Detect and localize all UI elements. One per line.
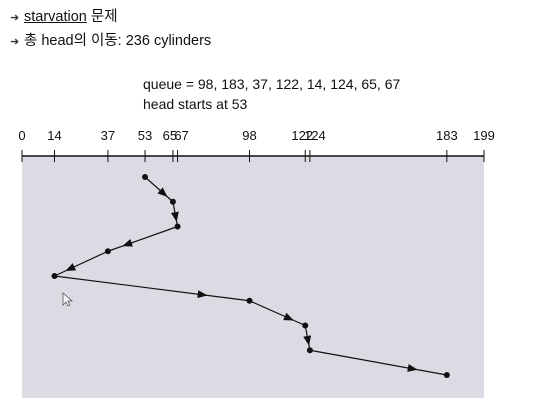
bullet-starvation: ➜ starvation 문제 (10, 8, 118, 27)
tick-label-0: 0 (18, 128, 25, 143)
total-movement-value: 236 cylinders (125, 33, 212, 49)
queue-line: queue = 98, 183, 37, 122, 14, 124, 65, 6… (143, 76, 401, 92)
seek-segment-67-to-37 (107, 225, 178, 252)
seek-segment-14-to-98 (54, 275, 250, 302)
request-point-183 (443, 372, 450, 378)
seek-segment-37-to-14 (54, 250, 109, 277)
request-point-122 (302, 322, 309, 329)
tick-label-124: 124 (304, 128, 326, 143)
arrow-bullet-icon: ➜ (10, 36, 20, 48)
request-point-53 (142, 174, 149, 180)
arrow-bullet-icon: ➜ (10, 12, 20, 24)
seek-arrow-67-to-37 (122, 239, 134, 247)
seek-arrow-98-to-122 (283, 312, 294, 321)
request-point-14 (51, 273, 58, 279)
bullet-total-movement: ➜ 총 head의 이동: 236 cylinders (10, 32, 211, 51)
tick-label-122: 122 (291, 128, 313, 143)
tick-label-14: 14 (47, 128, 61, 143)
tick-label-37: 37 (101, 128, 115, 143)
request-point-65 (169, 198, 176, 205)
request-point-98 (246, 297, 253, 304)
request-point-67 (174, 223, 181, 230)
tick-label-67: 67 (174, 128, 188, 143)
request-point-124 (306, 347, 313, 354)
head-start-line: head starts at 53 (143, 96, 248, 112)
tick-label-65: 65 (163, 128, 177, 143)
plot-panel (22, 156, 484, 398)
tick-label-183: 183 (436, 128, 458, 143)
tick-label-199: 199 (473, 128, 495, 143)
seek-arrow-37-to-14 (65, 263, 77, 272)
total-movement-prefix: 총 head의 이동: (24, 33, 126, 49)
starvation-term: starvation (24, 9, 87, 25)
seek-segment-124-to-183 (309, 349, 447, 376)
starvation-rest: 문제 (86, 9, 118, 25)
seek-arrow-14-to-98 (196, 290, 208, 299)
tick-label-53: 53 (138, 128, 152, 143)
seek-arrow-124-to-183 (407, 364, 418, 372)
tick-label-98: 98 (242, 128, 256, 143)
seek-segment-98-to-122 (249, 300, 306, 327)
request-point-37 (104, 248, 111, 255)
mouse-cursor-icon (62, 292, 74, 307)
seek-arrow-53-to-65 (157, 187, 168, 197)
